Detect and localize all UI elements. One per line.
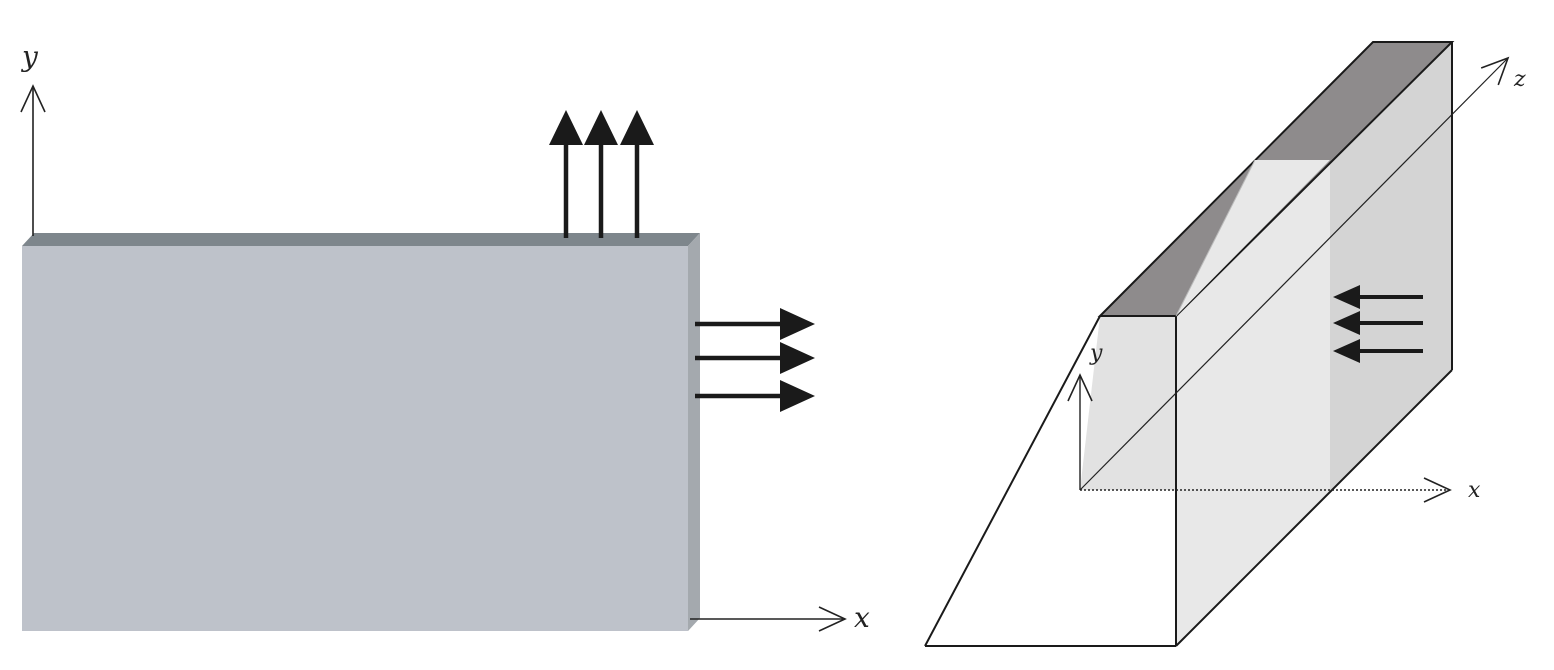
right-panel: y x z xyxy=(924,41,1526,647)
plate-2d xyxy=(22,233,700,631)
x-axis-label-3d: x xyxy=(1468,478,1481,503)
y-axis-label-3d: y xyxy=(1089,341,1103,366)
block-inner-face xyxy=(1176,160,1330,646)
vertical-arrow xyxy=(620,110,654,238)
plate-side-edge xyxy=(688,233,700,631)
horizontal-arrow xyxy=(695,308,815,340)
y-axis-label: y xyxy=(20,40,39,73)
vertical-arrow xyxy=(584,110,618,238)
leftward-arrow xyxy=(1333,285,1423,309)
plate-face xyxy=(22,246,688,631)
z-axis-line-3d xyxy=(1079,56,1510,491)
compression-arrows xyxy=(1333,285,1423,363)
vertical-stress-arrows xyxy=(549,110,654,238)
inner-diagonal xyxy=(1175,159,1256,317)
horizontal-arrow xyxy=(695,380,815,412)
block-front-shade xyxy=(1080,316,1176,490)
block-top-highlight xyxy=(1176,160,1330,316)
leftward-arrow xyxy=(1333,311,1423,335)
vertical-arrow xyxy=(549,110,583,238)
block-outline xyxy=(924,42,1453,647)
horizontal-arrow xyxy=(695,342,815,374)
horizontal-stress-arrows xyxy=(695,308,815,412)
left-panel: y x xyxy=(20,40,870,634)
z-axis-label-3d: z xyxy=(1513,67,1526,92)
plate-top-edge xyxy=(22,233,700,246)
leftward-arrow xyxy=(1333,339,1423,363)
x-axis-label: x xyxy=(854,601,870,634)
